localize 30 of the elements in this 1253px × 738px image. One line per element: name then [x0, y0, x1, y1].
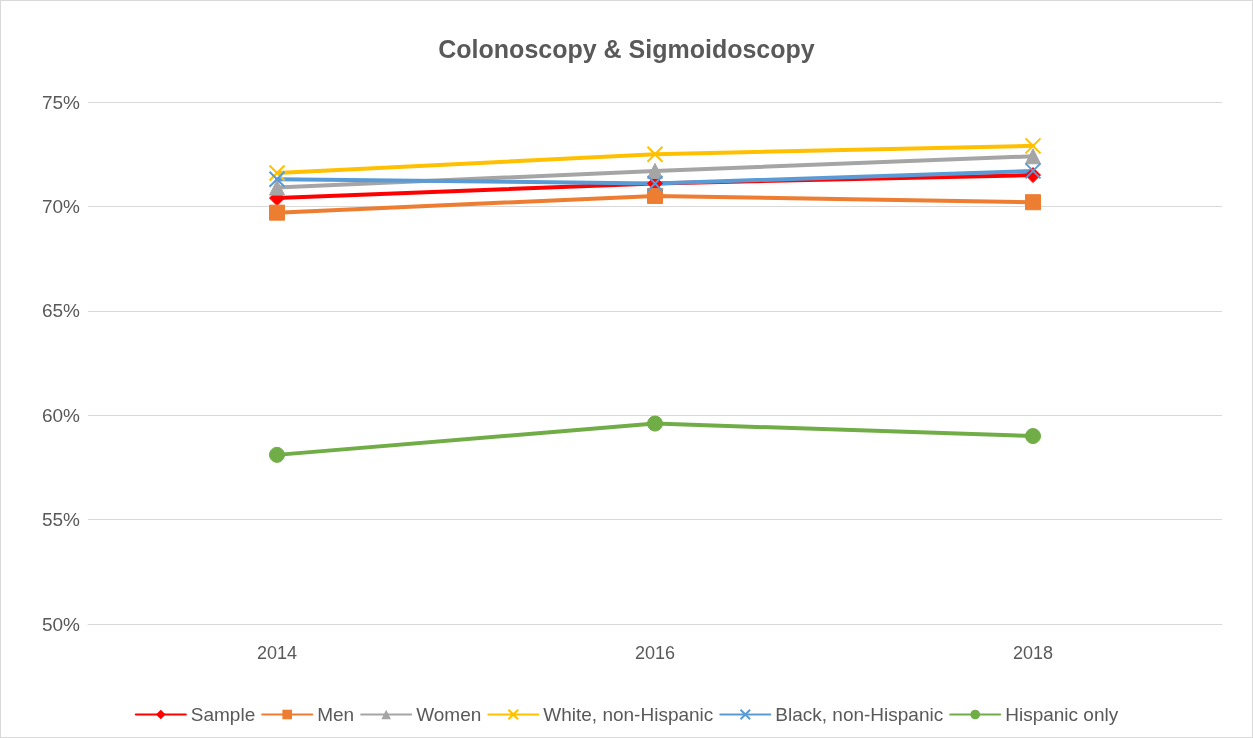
y-tick-label: 55%	[41, 509, 81, 531]
point	[1025, 428, 1041, 445]
y-tick-label: 70%	[41, 195, 81, 217]
point	[1025, 194, 1041, 211]
y-tick-label: 60%	[41, 404, 81, 426]
point	[268, 170, 286, 188]
x-tick-label: 2016	[634, 643, 676, 663]
legend-label: Men	[317, 704, 355, 725]
point	[269, 179, 285, 196]
point	[646, 145, 664, 163]
point	[1024, 162, 1042, 180]
point	[647, 162, 663, 179]
y-tick-label: 65%	[41, 300, 81, 322]
legend-label: Women	[416, 704, 482, 725]
chart-title: Colonoscopy & Sigmoidoscopy	[438, 34, 815, 63]
legend-label: Black, non-Hispanic	[775, 704, 944, 725]
point	[269, 204, 285, 221]
x-tick-label: 2018	[1012, 643, 1054, 663]
y-tick-label: 75%	[41, 91, 81, 113]
legend-label: Hispanic only	[1005, 704, 1119, 725]
point	[1025, 148, 1041, 165]
point	[647, 187, 663, 204]
point	[1024, 137, 1042, 155]
point	[269, 446, 285, 463]
point	[647, 415, 663, 432]
legend-label: White, non-Hispanic	[543, 704, 714, 725]
x-tick-label: 2014	[256, 643, 298, 663]
point	[268, 164, 286, 182]
y-tick-label: 50%	[41, 613, 81, 635]
legend-label: Sample	[190, 704, 256, 725]
